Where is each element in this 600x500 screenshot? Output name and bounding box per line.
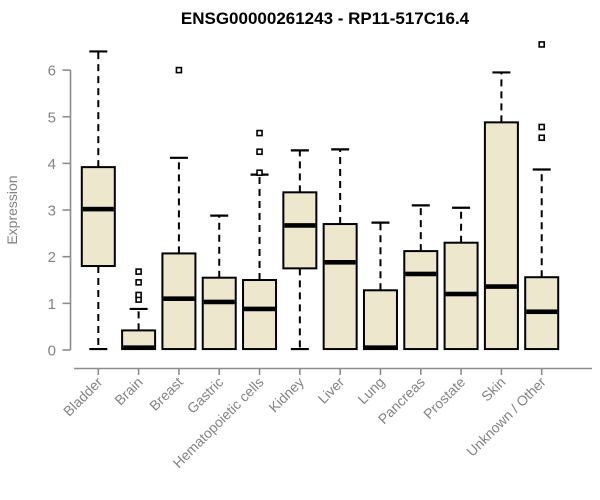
y-tick-label: 2 bbox=[48, 249, 56, 266]
iqr-box bbox=[161, 252, 197, 351]
box-liver bbox=[322, 148, 358, 351]
outlier-point bbox=[256, 169, 263, 177]
iqr-box bbox=[282, 191, 318, 270]
median-line bbox=[445, 291, 477, 297]
box-kidney bbox=[282, 149, 318, 351]
median-line bbox=[364, 345, 396, 350]
x-tick-label-liver: Liver bbox=[315, 374, 348, 407]
y-axis-title: Expression bbox=[4, 175, 20, 244]
y-tick-label: 5 bbox=[48, 109, 56, 126]
box-unknown-other bbox=[524, 41, 560, 351]
iqr-box bbox=[80, 166, 116, 268]
x-tick-label-lung: Lung bbox=[354, 374, 387, 407]
median-line bbox=[284, 223, 316, 228]
median-line bbox=[163, 296, 195, 301]
iqr-box bbox=[483, 121, 519, 351]
box-bladder bbox=[80, 50, 116, 351]
iqr-box bbox=[242, 279, 278, 351]
y-tick-label: 1 bbox=[48, 296, 56, 313]
outlier-point bbox=[135, 279, 142, 286]
outlier-point bbox=[256, 148, 263, 156]
outlier-point bbox=[135, 291, 142, 299]
outlier-point bbox=[538, 41, 546, 48]
median-line bbox=[244, 306, 276, 312]
iqr-box bbox=[362, 289, 398, 351]
x-tick-label-bladder: Bladder bbox=[60, 374, 106, 420]
median-line bbox=[82, 206, 114, 212]
outlier-point bbox=[538, 123, 546, 131]
y-tick-label: 3 bbox=[48, 203, 56, 220]
median-line bbox=[203, 299, 235, 305]
box-lung bbox=[362, 221, 398, 351]
outlier-point bbox=[256, 129, 263, 137]
iqr-box bbox=[322, 223, 358, 351]
box-gastric bbox=[201, 214, 237, 351]
median-line bbox=[324, 259, 356, 265]
x-tick-label-skin: Skin bbox=[478, 374, 509, 405]
box-breast bbox=[161, 66, 197, 351]
iqr-box bbox=[403, 250, 439, 351]
chart-title: ENSG00000261243 - RP11-517C16.4 bbox=[180, 9, 470, 28]
x-tick-label-breast: Breast bbox=[146, 374, 186, 414]
y-tick-label: 4 bbox=[48, 156, 56, 173]
x-tick-label-brain: Brain bbox=[111, 374, 145, 408]
box-hematopoietic-cells bbox=[242, 129, 278, 351]
x-tick-label-prostate: Prostate bbox=[420, 374, 468, 422]
median-line bbox=[123, 345, 155, 350]
y-tick-label: 0 bbox=[48, 343, 56, 360]
median-line bbox=[485, 284, 517, 289]
box-skin bbox=[483, 71, 519, 351]
box-brain bbox=[121, 268, 157, 351]
outlier-point bbox=[175, 66, 183, 74]
box-pancreas bbox=[403, 204, 439, 351]
median-line bbox=[405, 271, 437, 277]
box-prostate bbox=[443, 206, 479, 351]
x-tick-label-kidney: Kidney bbox=[265, 374, 307, 416]
outlier-point bbox=[538, 134, 546, 142]
y-tick-label: 6 bbox=[48, 63, 56, 80]
median-line bbox=[526, 309, 558, 315]
outlier-point bbox=[135, 268, 142, 275]
iqr-box bbox=[201, 276, 237, 351]
